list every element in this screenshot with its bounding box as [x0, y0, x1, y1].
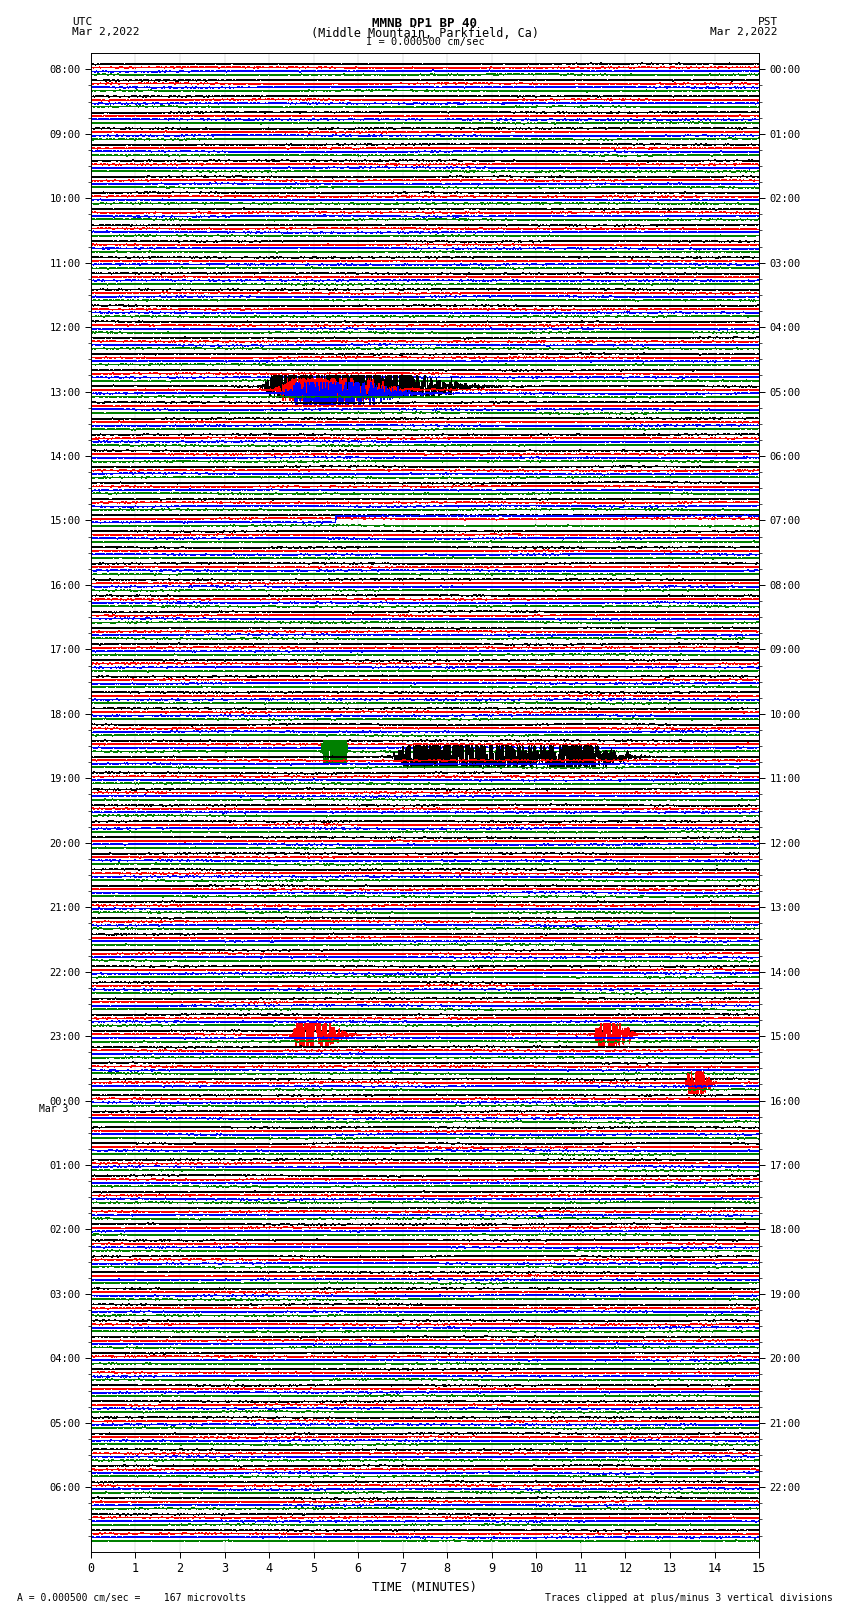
Text: MMNB DP1 BP 40: MMNB DP1 BP 40	[372, 18, 478, 31]
Text: Mar 3: Mar 3	[39, 1103, 69, 1113]
Text: Traces clipped at plus/minus 3 vertical divisions: Traces clipped at plus/minus 3 vertical …	[545, 1594, 833, 1603]
Text: (Middle Mountain, Parkfield, Ca): (Middle Mountain, Parkfield, Ca)	[311, 27, 539, 40]
Text: Mar 2,2022: Mar 2,2022	[72, 26, 139, 37]
Text: UTC: UTC	[72, 18, 93, 27]
Text: I = 0.000500 cm/sec: I = 0.000500 cm/sec	[366, 37, 484, 47]
Text: Mar 2,2022: Mar 2,2022	[711, 26, 778, 37]
Text: PST: PST	[757, 18, 778, 27]
X-axis label: TIME (MINUTES): TIME (MINUTES)	[372, 1581, 478, 1594]
Text: A = 0.000500 cm/sec =    167 microvolts: A = 0.000500 cm/sec = 167 microvolts	[17, 1594, 246, 1603]
